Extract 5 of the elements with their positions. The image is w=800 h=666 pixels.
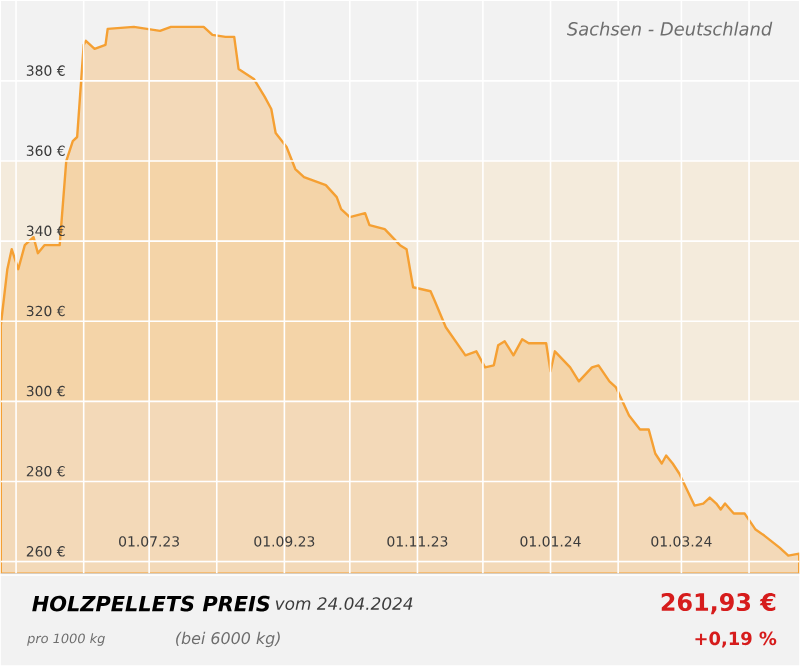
text: +0,19 % [695, 631, 777, 648]
text: 261,93 € [661, 593, 776, 615]
text: HOLZPELLETS PREIS [32, 595, 270, 612]
text: Sachsen - Deutschland [566, 22, 773, 36]
text: vom 24.04.2024 [275, 597, 413, 611]
